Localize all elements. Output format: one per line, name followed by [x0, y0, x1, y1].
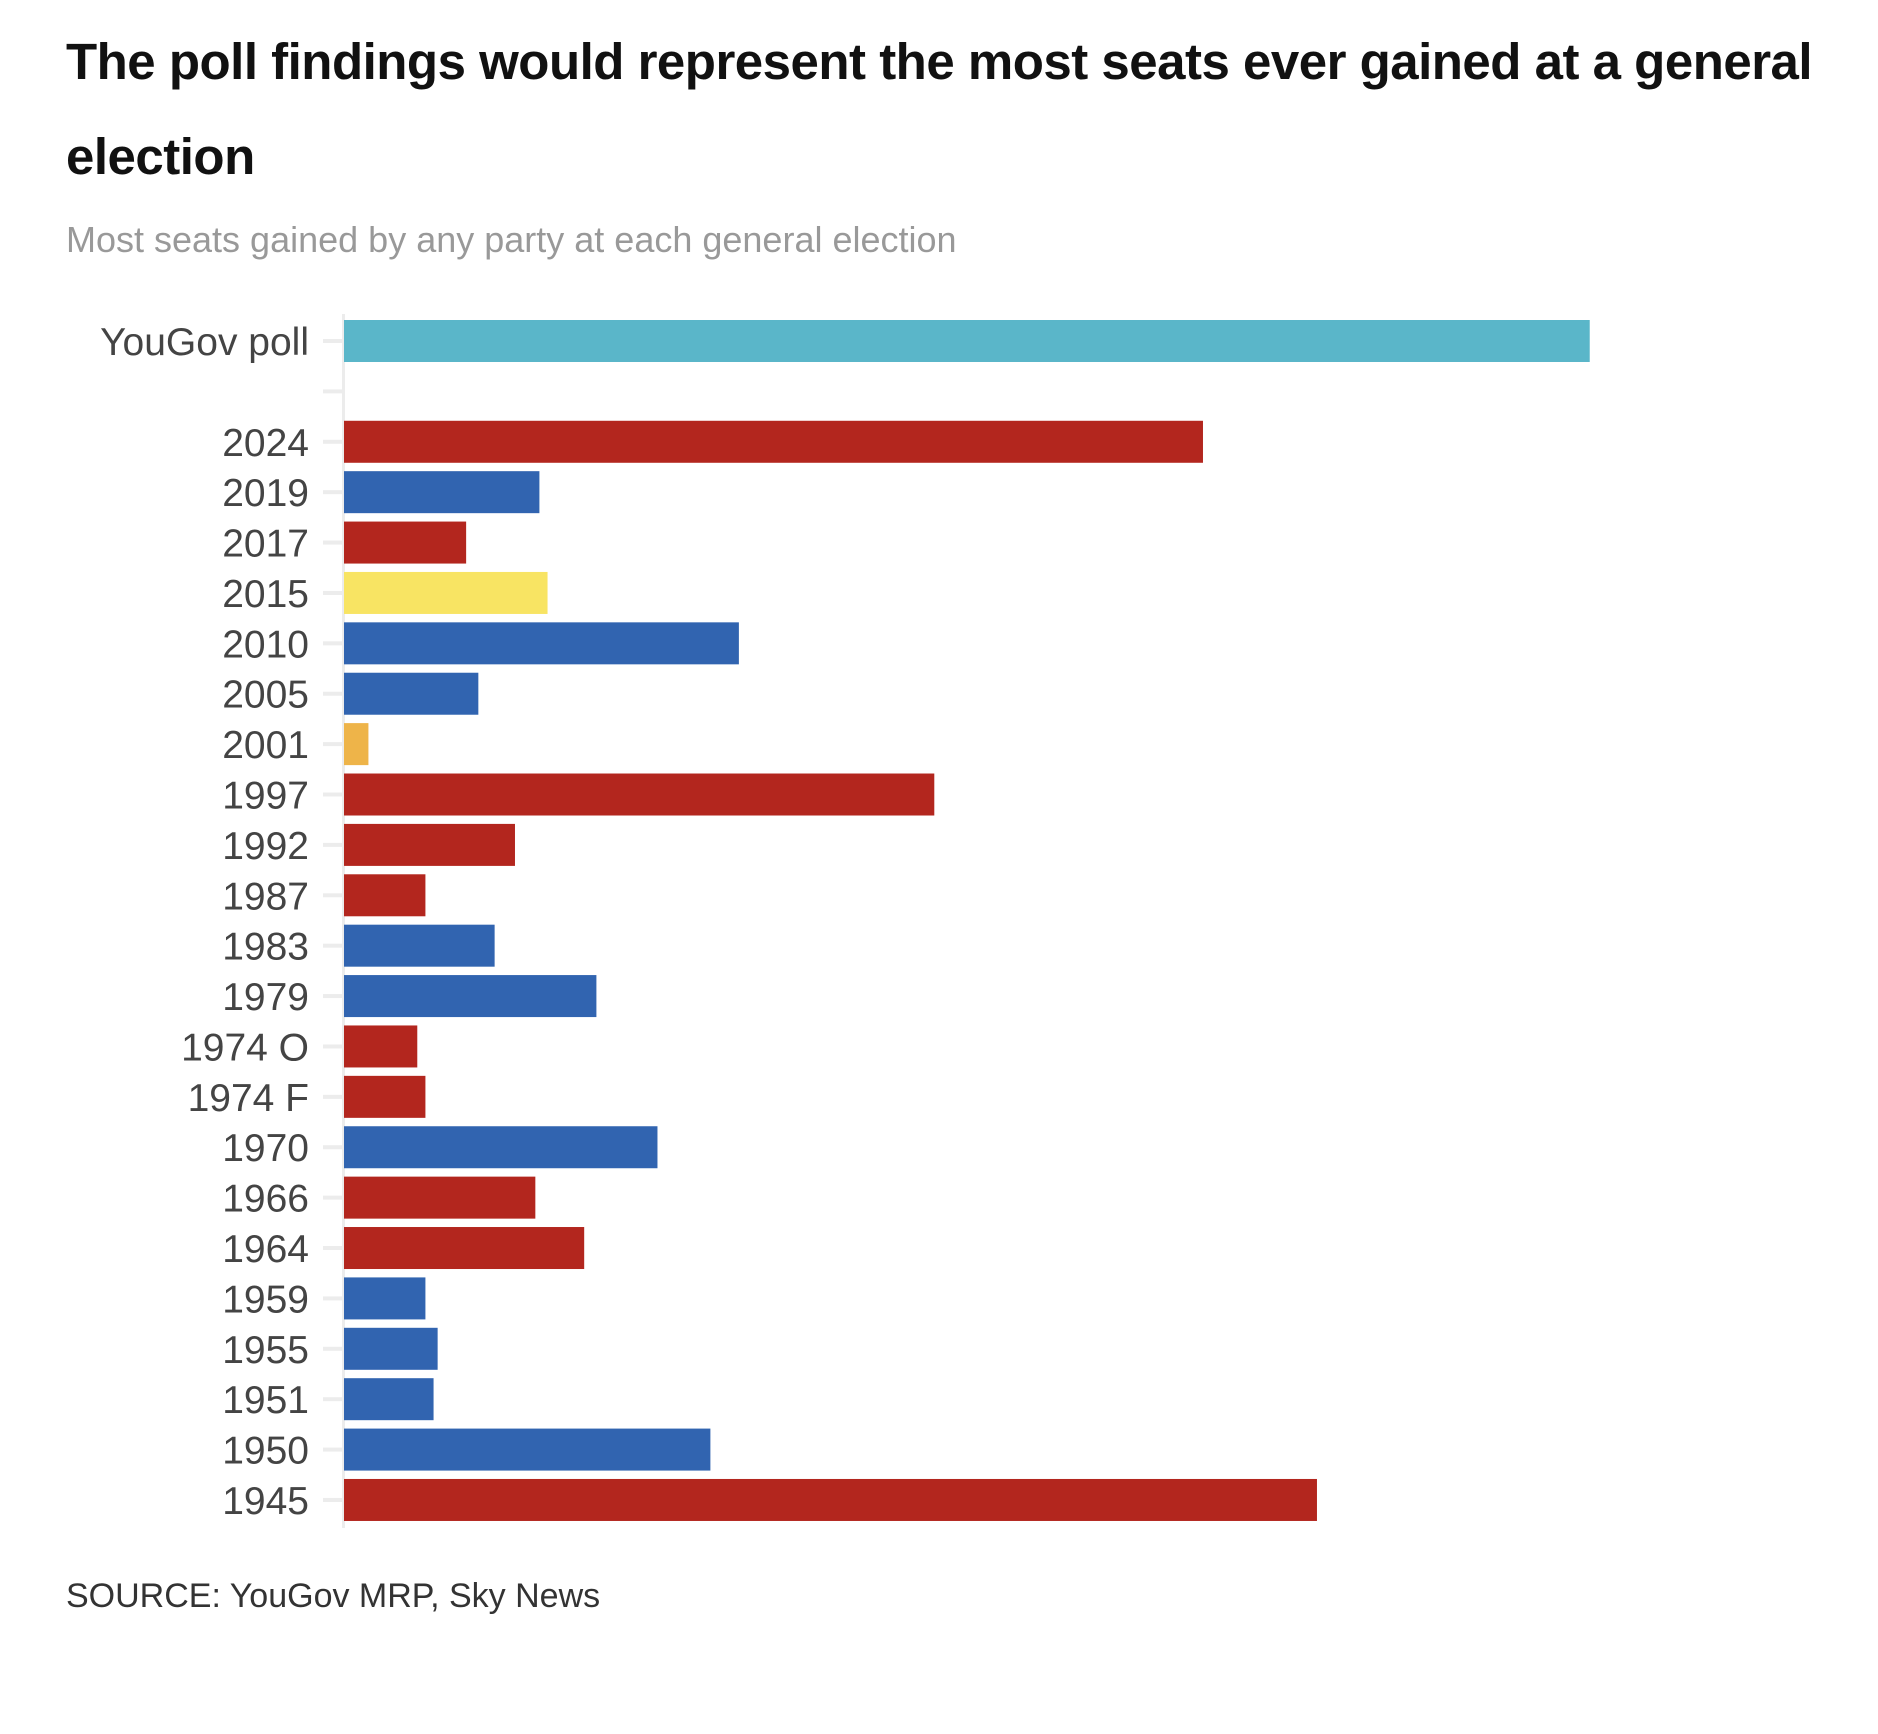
bar-1987	[344, 874, 426, 917]
y-tick	[323, 1397, 343, 1402]
y-tick-label: 2024	[222, 422, 309, 465]
y-tick	[323, 1346, 343, 1351]
bar-1959	[344, 1277, 426, 1320]
bar-1950	[344, 1428, 711, 1471]
bar-1955	[344, 1327, 438, 1370]
y-tick-label: 2005	[222, 674, 309, 717]
y-tick	[323, 1447, 343, 1452]
bar-1997	[344, 773, 935, 816]
y-tick-label: 2019	[222, 472, 309, 515]
y-tick	[323, 742, 343, 747]
source-note: SOURCE: YouGov MRP, Sky News	[66, 1577, 601, 1615]
bar-1970	[344, 1126, 658, 1169]
bar-2017	[344, 521, 467, 564]
bar-2005	[344, 672, 479, 715]
bar-1992	[344, 823, 515, 866]
bar-2015	[344, 571, 548, 614]
y-tick	[323, 590, 343, 595]
y-tick	[323, 641, 343, 646]
y-tick-label: 1979	[222, 976, 309, 1019]
y-tick	[323, 389, 343, 394]
bar-1966	[344, 1176, 536, 1219]
y-tick	[323, 439, 343, 444]
chart-rows: YouGov poll 2024 2019 2017 2015 2010 2005 2001 1…	[100, 320, 1590, 1523]
y-tick	[323, 994, 343, 999]
bar-1945	[344, 1478, 1317, 1521]
y-tick-label: 1959	[222, 1278, 309, 1321]
y-tick	[323, 1296, 343, 1301]
y-tick-label: 2001	[222, 724, 309, 767]
y-tick	[323, 540, 343, 545]
y-tick-label: 1992	[222, 825, 309, 868]
y-tick-label: 1966	[222, 1178, 309, 1221]
y-tick-label: 2010	[222, 623, 309, 666]
y-tick	[323, 893, 343, 898]
y-tick	[323, 943, 343, 948]
y-tick-label: 2015	[222, 573, 309, 616]
bar-yougov-poll	[344, 320, 1590, 362]
bar-1951	[344, 1378, 434, 1421]
y-tick	[323, 1094, 343, 1099]
y-tick-label: 1987	[222, 875, 309, 918]
y-tick-label: 1974 O	[181, 1026, 309, 1069]
y-tick	[323, 1145, 343, 1150]
chart-title: The poll findings would represent the mo…	[66, 33, 1813, 185]
y-tick	[323, 1497, 343, 1502]
y-tick	[323, 842, 343, 847]
y-tick-label: 1951	[222, 1379, 309, 1422]
bar-1974-f	[344, 1075, 426, 1118]
y-tick-label: 1950	[222, 1430, 309, 1473]
bar-2010	[344, 622, 739, 665]
y-tick-label: 1997	[222, 775, 309, 818]
bar-1983	[344, 924, 495, 967]
y-tick-label: 1964	[222, 1228, 309, 1271]
bar-2001	[344, 723, 369, 766]
y-tick-label: 1970	[222, 1127, 309, 1170]
y-tick-label: YouGov poll	[100, 321, 309, 364]
y-tick	[323, 1246, 343, 1251]
y-tick-label: 1974 F	[188, 1077, 309, 1120]
y-tick-label: 1983	[222, 926, 309, 969]
y-axis-line	[342, 314, 345, 1528]
y-tick	[323, 792, 343, 797]
bar-1979	[344, 975, 597, 1018]
y-tick-label: 2017	[222, 523, 309, 566]
y-tick-label: 1955	[222, 1329, 309, 1372]
y-tick	[323, 691, 343, 696]
y-tick	[323, 1195, 343, 1200]
bar-1974-o	[344, 1025, 418, 1068]
bar-2019	[344, 471, 540, 514]
y-tick	[323, 339, 343, 343]
y-tick	[323, 1044, 343, 1049]
bar-2024	[344, 420, 1203, 463]
y-tick	[323, 490, 343, 495]
chart-subtitle: Most seats gained by any party at each g…	[66, 219, 957, 260]
bar-1964	[344, 1227, 585, 1270]
y-tick-label: 1945	[222, 1480, 309, 1523]
